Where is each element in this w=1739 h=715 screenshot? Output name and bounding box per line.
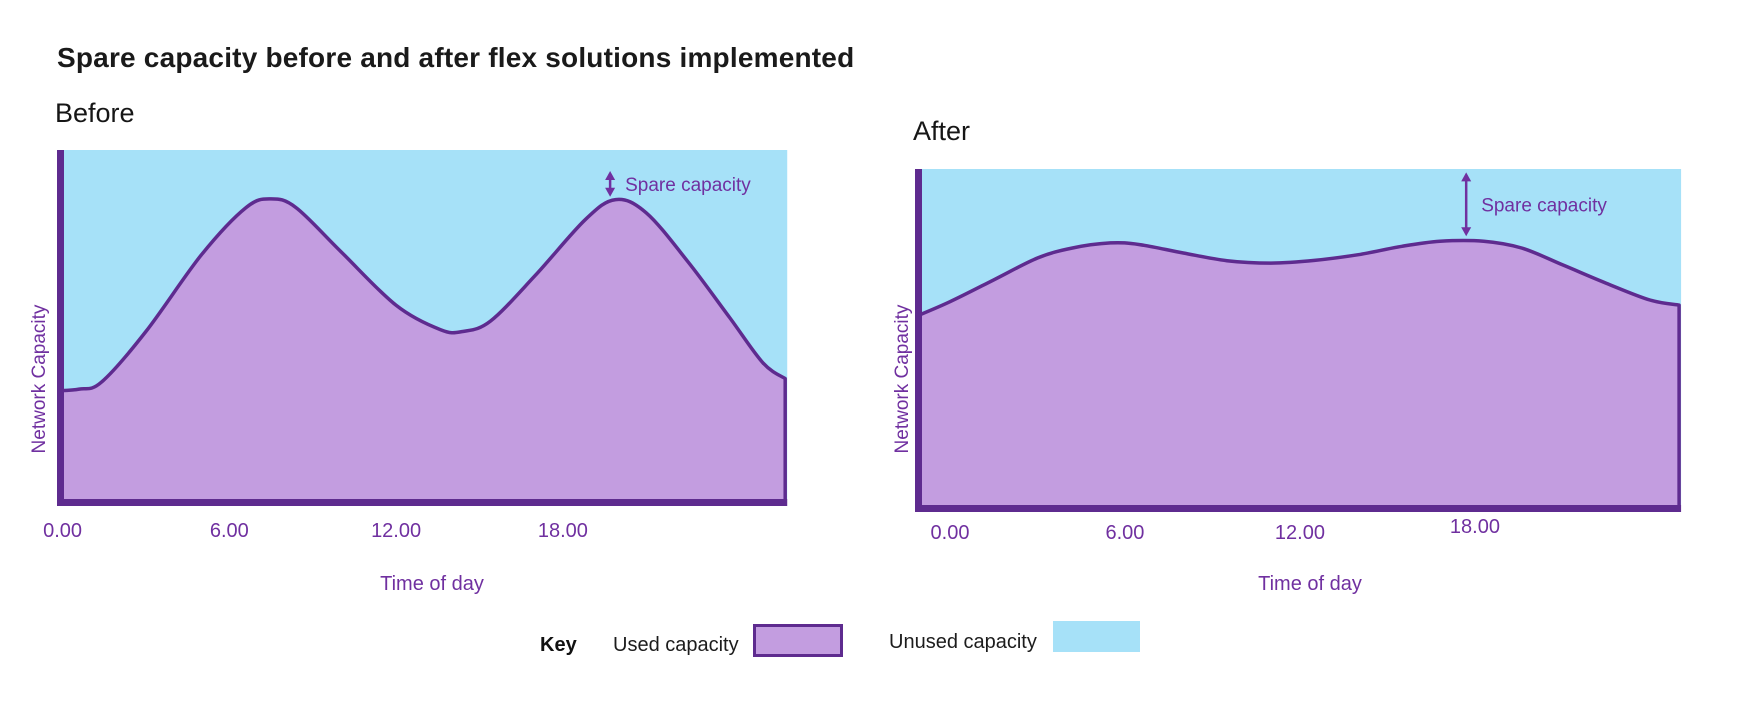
x-axis-line	[915, 505, 1682, 512]
x-tick-label: 6.00	[1105, 522, 1145, 544]
chart-title-after: After	[913, 116, 971, 146]
x-tick-label: 18.00	[537, 520, 588, 542]
y-axis-label-after: Network Capacity	[892, 304, 913, 454]
x-axis-label-after: Time of day	[1258, 573, 1362, 595]
unused-capacity-swatch	[1053, 621, 1140, 652]
x-tick-label: 18.00	[1449, 516, 1500, 538]
used-capacity-area	[915, 240, 1680, 506]
x-tick-row-before: 0.00 6.00 12.00 18.00	[43, 520, 788, 544]
arrow-up-head-icon	[1461, 172, 1472, 182]
before-chart: Spare capacity	[57, 150, 788, 506]
capacity-curve	[57, 197, 787, 499]
spare-capacity-annotation: Spare capacity	[1481, 195, 1607, 216]
arrow-down-head-icon	[1461, 227, 1472, 237]
key-label: Key	[540, 634, 577, 656]
key-unused-capacity-label: Unused capacity	[889, 631, 1037, 653]
x-axis-label-before: Time of day	[380, 573, 484, 595]
y-axis-label-before: Network Capacity	[29, 304, 50, 454]
used-capacity-area	[57, 198, 786, 500]
page-title: Spare capacity before and after flex sol…	[57, 42, 855, 73]
arrow-up-head-icon	[605, 170, 616, 180]
x-tick-label: 0.00	[43, 520, 83, 542]
arrow-down-head-icon	[605, 187, 616, 197]
x-tick-label: 6.00	[209, 520, 249, 542]
key-used-capacity-label: Used capacity	[613, 634, 739, 656]
y-axis-line	[915, 169, 922, 512]
x-axis-line	[57, 499, 788, 506]
used-capacity-swatch	[753, 624, 843, 657]
x-tick-label: 12.00	[1274, 522, 1325, 544]
x-tick-label: 12.00	[371, 520, 422, 542]
x-tick-label: 0.00	[930, 522, 970, 544]
after-chart: Spare capacity	[915, 169, 1682, 512]
capacity-curve	[915, 238, 1681, 505]
y-axis-line	[57, 150, 64, 506]
spare-capacity-annotation: Spare capacity	[625, 175, 751, 196]
chart-title-before: Before	[55, 98, 135, 128]
x-tick-row-after: 0.00 6.00 12.00 18.00	[915, 516, 1682, 546]
